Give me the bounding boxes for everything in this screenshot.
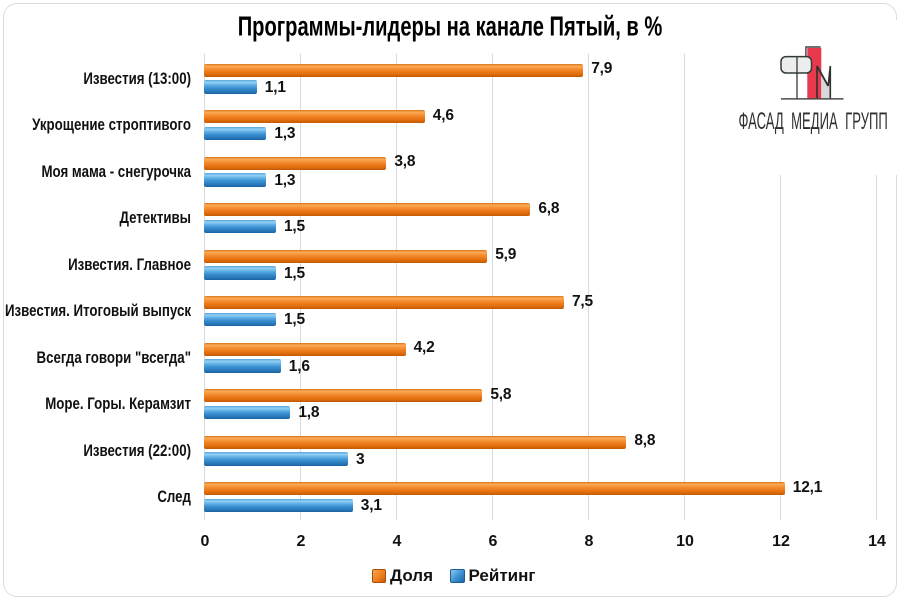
svg-text:ФАСАД МЕДИА ГРУПП: ФАСАД МЕДИА ГРУПП bbox=[739, 108, 888, 135]
